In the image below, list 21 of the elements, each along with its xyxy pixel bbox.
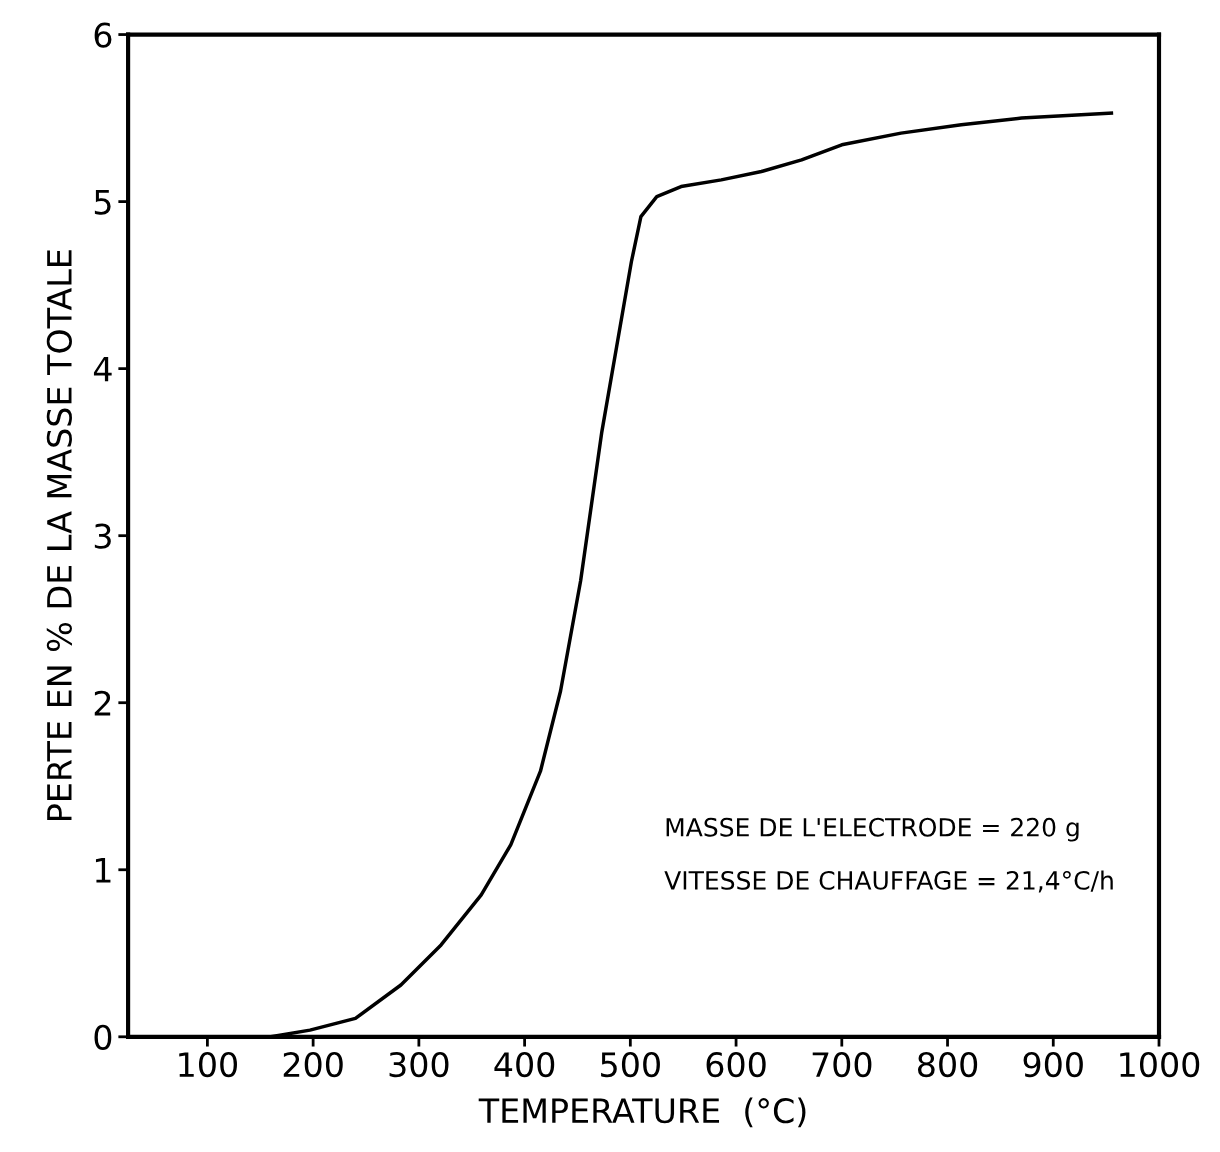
x-tick-label: 300 (389, 1051, 449, 1078)
y-tick-label: 5 (94, 189, 111, 215)
y-tick-label: 3 (94, 523, 111, 549)
y-axis-title: PERTE EN % DE LA MASSE TOTALE (46, 250, 72, 820)
y-tick-label: 2 (94, 690, 111, 716)
annotation: VITESSE DE CHAUFFAGE = 21,4°C/h (664, 870, 1113, 893)
x-tick-label: 600 (706, 1051, 766, 1078)
x-tick-label: 700 (812, 1051, 872, 1078)
y-tick-label: 6 (94, 22, 112, 48)
x-tick-label: 500 (601, 1051, 660, 1078)
x-axis-title: TEMPERATURE (°C) (478, 1097, 806, 1128)
x-tick-label: 200 (283, 1051, 343, 1078)
x-tick-label: 900 (1023, 1051, 1083, 1078)
x-tick-label: 800 (917, 1051, 978, 1078)
y-tick-label: 4 (93, 357, 112, 382)
x-tick-label: 100 (179, 1051, 237, 1078)
y-tick-label: 1 (95, 858, 111, 883)
x-tick-label: 1000 (1120, 1051, 1200, 1078)
annotation: MASSE DE L'ELECTRODE = 220 g (666, 817, 1079, 842)
x-tick-label: 400 (494, 1051, 555, 1078)
y-tick-label: 0 (94, 1024, 112, 1050)
